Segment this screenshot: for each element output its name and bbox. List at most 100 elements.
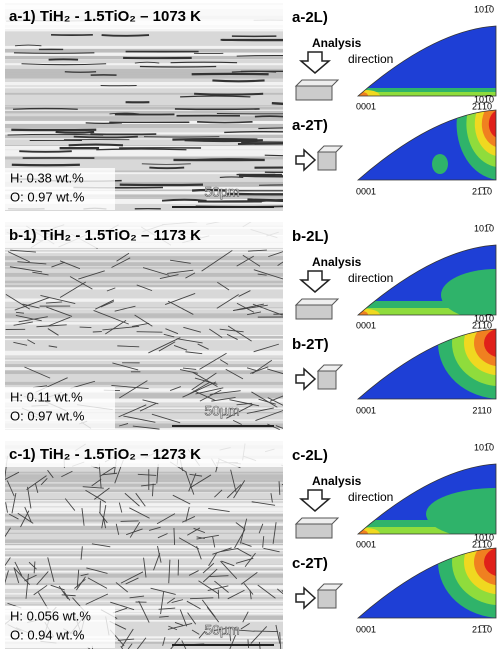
texture-band — [5, 479, 283, 482]
grain-boundary — [235, 557, 254, 564]
ipf-corner: 21̅1̅0 — [472, 539, 492, 549]
texture-band — [5, 477, 283, 480]
specimen-block — [316, 145, 344, 153]
texture-band — [5, 597, 283, 599]
texture-band — [5, 489, 283, 493]
texture-band — [5, 358, 283, 360]
grain-boundary — [229, 399, 260, 407]
grain-boundary — [228, 628, 232, 642]
grain-boundary — [185, 351, 203, 355]
composition-band — [5, 387, 115, 429]
specimen-front — [317, 589, 337, 609]
grain-boundary — [225, 368, 244, 380]
panel: c-1) TiH₂ - 1.5TiO₂ – 1273 K H: 0.056 wt.… — [5, 441, 497, 649]
grain-boundary — [187, 527, 201, 536]
texture-band — [5, 370, 283, 373]
grain-boundary — [33, 584, 48, 596]
grain-boundary — [167, 622, 193, 630]
grain-boundary — [236, 402, 253, 406]
grain-boundary — [61, 594, 76, 597]
grain-boundary — [209, 390, 241, 395]
grain-boundary — [246, 407, 274, 414]
ipf-outline — [356, 463, 497, 535]
texture-band — [5, 593, 283, 595]
texture-band — [5, 583, 283, 587]
streak — [141, 163, 191, 165]
specimen-block — [294, 298, 340, 306]
grain-boundary — [236, 255, 254, 267]
grain-boundary — [143, 557, 147, 578]
ipf-contour — [474, 548, 496, 586]
grain-boundary — [178, 537, 200, 550]
grain-boundary — [196, 545, 202, 560]
grain-boundary — [10, 249, 36, 253]
ipf-outline — [356, 244, 497, 316]
grain-boundary — [207, 585, 229, 591]
grain-boundary — [5, 502, 8, 513]
grain-boundary — [106, 287, 116, 292]
streak — [219, 176, 244, 179]
grain-boundary — [242, 611, 249, 623]
direction-text: direction — [348, 271, 393, 285]
streak — [247, 198, 283, 202]
streak — [109, 112, 140, 115]
grain-boundary — [156, 513, 176, 525]
texture-band — [5, 367, 283, 370]
streak — [139, 65, 217, 68]
streak — [13, 52, 95, 54]
grain-boundary — [275, 425, 283, 429]
grain-boundary — [275, 624, 281, 644]
grain-boundary — [93, 310, 129, 325]
texture-band — [5, 616, 283, 620]
texture-band — [5, 474, 283, 478]
grain-boundary — [185, 272, 196, 279]
ipf-corner: 21̅1̅0 — [472, 320, 492, 330]
specimen-block — [294, 517, 340, 525]
grain-boundary — [5, 294, 30, 310]
ipf-outline — [356, 328, 497, 400]
texture-band — [5, 612, 283, 615]
oxygen-content: O: 0.94 wt.% — [10, 627, 85, 642]
streak — [264, 154, 283, 157]
ipf-label: a-2L) — [292, 9, 328, 26]
grain-boundary — [158, 341, 176, 352]
grain-boundary — [276, 588, 283, 595]
grain-boundary — [198, 630, 206, 639]
scale-label: 50µm — [204, 622, 239, 638]
texture-band — [5, 548, 283, 551]
grain-boundary — [47, 557, 55, 582]
streak — [271, 102, 283, 105]
grain-boundary — [115, 582, 129, 593]
hydrogen-content: H: 0.38 wt.% — [10, 170, 84, 185]
grain-boundary — [202, 562, 215, 574]
grain-boundary — [220, 547, 239, 552]
streak — [194, 92, 264, 96]
grain-boundary — [196, 536, 205, 540]
grain-boundary — [59, 281, 87, 298]
direction-text: direction — [348, 490, 393, 504]
texture-band — [5, 153, 283, 156]
grain-boundary — [118, 404, 147, 418]
streak — [14, 44, 42, 47]
grain-boundary — [169, 386, 182, 391]
grain-boundary — [279, 632, 282, 649]
ipf-contour — [484, 548, 496, 577]
grain-boundary — [227, 325, 252, 342]
micrograph-texture — [5, 443, 283, 649]
grain-boundary — [81, 508, 85, 526]
grain-boundary — [148, 337, 181, 354]
ipf-contour — [488, 110, 496, 139]
ipf-corner: 101̅0 — [474, 442, 494, 452]
grain-boundary — [5, 557, 11, 567]
grain-boundary — [40, 295, 76, 305]
grain-boundary — [51, 261, 65, 268]
texture-band — [5, 359, 283, 361]
texture-band — [5, 407, 283, 409]
grain-boundary — [282, 427, 283, 428]
grain-boundary — [120, 646, 124, 649]
texture-band — [5, 251, 283, 254]
texture-band — [5, 322, 283, 325]
grain-boundary — [13, 567, 31, 585]
grain-boundary — [208, 507, 230, 512]
grain-boundary — [242, 254, 261, 267]
